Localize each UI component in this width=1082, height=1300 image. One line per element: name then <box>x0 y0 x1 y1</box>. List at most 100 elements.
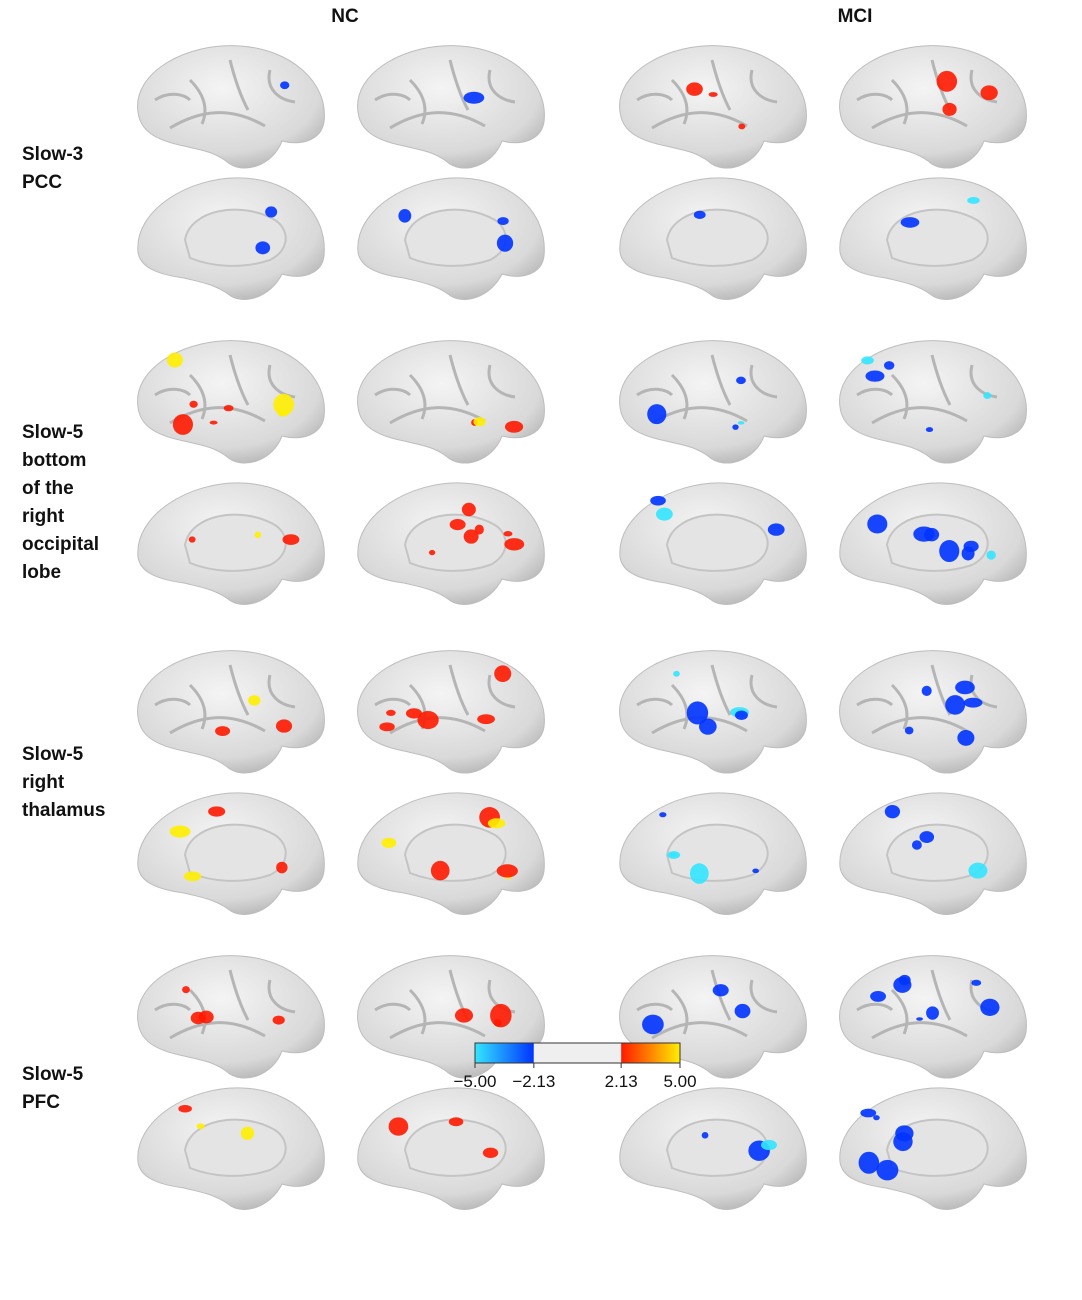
activation-blob <box>919 831 935 843</box>
brain-surface <box>356 954 546 1080</box>
activation-blob <box>448 1117 464 1127</box>
activation-blob <box>736 376 746 385</box>
lateral-view <box>136 649 326 775</box>
activation-blob <box>945 695 966 715</box>
activation-blob <box>265 206 278 218</box>
colorbar-tick-label: 2.13 <box>605 1072 638 1091</box>
brain-surface <box>838 44 1028 170</box>
activation-blob <box>182 986 190 994</box>
row-label: bottom <box>22 450 86 471</box>
activation-blob <box>172 414 193 435</box>
activation-blob <box>858 1151 880 1174</box>
lateral-view <box>356 44 546 170</box>
activation-blob <box>971 979 982 986</box>
activation-blob <box>255 241 271 255</box>
column-header: NC <box>331 6 359 27</box>
brain-surface <box>838 339 1028 465</box>
brain-surface <box>356 649 546 775</box>
activation-blob <box>430 860 450 881</box>
activation-blob <box>494 665 512 683</box>
medial-view <box>136 176 326 301</box>
brain-surface <box>136 339 326 465</box>
activation-blob <box>986 550 996 560</box>
activation-blob <box>686 82 703 96</box>
activation-blob <box>282 534 300 545</box>
activation-blob <box>189 400 198 408</box>
brain-surface <box>356 791 546 916</box>
activation-blob <box>647 404 667 425</box>
activation-blob <box>760 1139 777 1151</box>
lateral-view <box>356 339 546 465</box>
activation-blob <box>737 421 745 425</box>
brain-surface <box>356 176 546 301</box>
activation-blob <box>967 197 980 204</box>
activation-blob <box>884 804 901 819</box>
activation-blob <box>388 1117 409 1136</box>
activation-blob <box>272 1015 285 1025</box>
medial-view <box>356 176 546 301</box>
activation-blob <box>183 871 202 882</box>
activation-blob <box>482 1147 499 1159</box>
lateral-view <box>356 649 546 775</box>
activation-blob <box>701 1131 709 1139</box>
activation-blob <box>926 1006 939 1020</box>
activation-blob <box>876 1159 899 1181</box>
activation-blob <box>449 519 466 531</box>
activation-blob <box>477 714 495 725</box>
medial-view <box>838 176 1028 301</box>
activation-blob <box>712 984 729 997</box>
medial-view <box>618 176 808 301</box>
brain-surface <box>136 649 326 775</box>
row-label: right <box>22 506 65 527</box>
brain-surface <box>356 1086 546 1211</box>
row-label: of the <box>22 478 74 499</box>
row-label: Slow-5 <box>22 1064 84 1085</box>
activation-blob <box>473 417 486 427</box>
activation-blob <box>642 1014 664 1035</box>
activation-blob <box>667 851 681 859</box>
activation-blob <box>166 352 183 368</box>
activation-blob <box>169 825 191 838</box>
activation-blob <box>198 1010 214 1024</box>
brain-surface <box>136 176 326 301</box>
activation-blob <box>650 495 666 506</box>
lateral-view <box>618 44 808 170</box>
activation-blob <box>893 976 912 993</box>
medial-view <box>136 791 326 916</box>
brain-surface <box>838 481 1028 606</box>
activation-blob <box>188 536 196 543</box>
activation-blob <box>767 523 785 536</box>
activation-blob <box>734 1003 751 1019</box>
activation-blob <box>955 680 975 695</box>
activation-blob <box>463 91 485 104</box>
lateral-view <box>618 649 808 775</box>
activation-blob <box>428 549 436 556</box>
activation-blob <box>381 837 397 849</box>
brain-surface <box>356 339 546 465</box>
activation-blob <box>708 92 718 97</box>
activation-blob <box>895 1125 914 1142</box>
activation-blob <box>504 538 525 551</box>
brain-surface <box>838 649 1028 775</box>
brain-surface <box>356 481 546 606</box>
medial-view <box>618 1086 808 1211</box>
activation-blob <box>454 1008 474 1023</box>
activation-blob <box>936 70 958 92</box>
activation-blob <box>735 710 748 720</box>
activation-blob <box>942 102 957 116</box>
activation-blob <box>405 708 423 719</box>
activation-blob <box>860 1108 877 1118</box>
lateral-view <box>136 339 326 465</box>
activation-blob <box>686 701 709 725</box>
lateral-view <box>136 954 326 1080</box>
activation-blob <box>968 862 988 879</box>
activation-blob <box>463 529 479 544</box>
brain-surface <box>356 44 546 170</box>
activation-blob <box>248 695 261 706</box>
lateral-view <box>618 339 808 465</box>
brain-surface <box>838 176 1028 301</box>
brain-surface <box>618 481 808 606</box>
activation-blob <box>504 420 524 433</box>
brain-surface <box>618 1086 808 1211</box>
